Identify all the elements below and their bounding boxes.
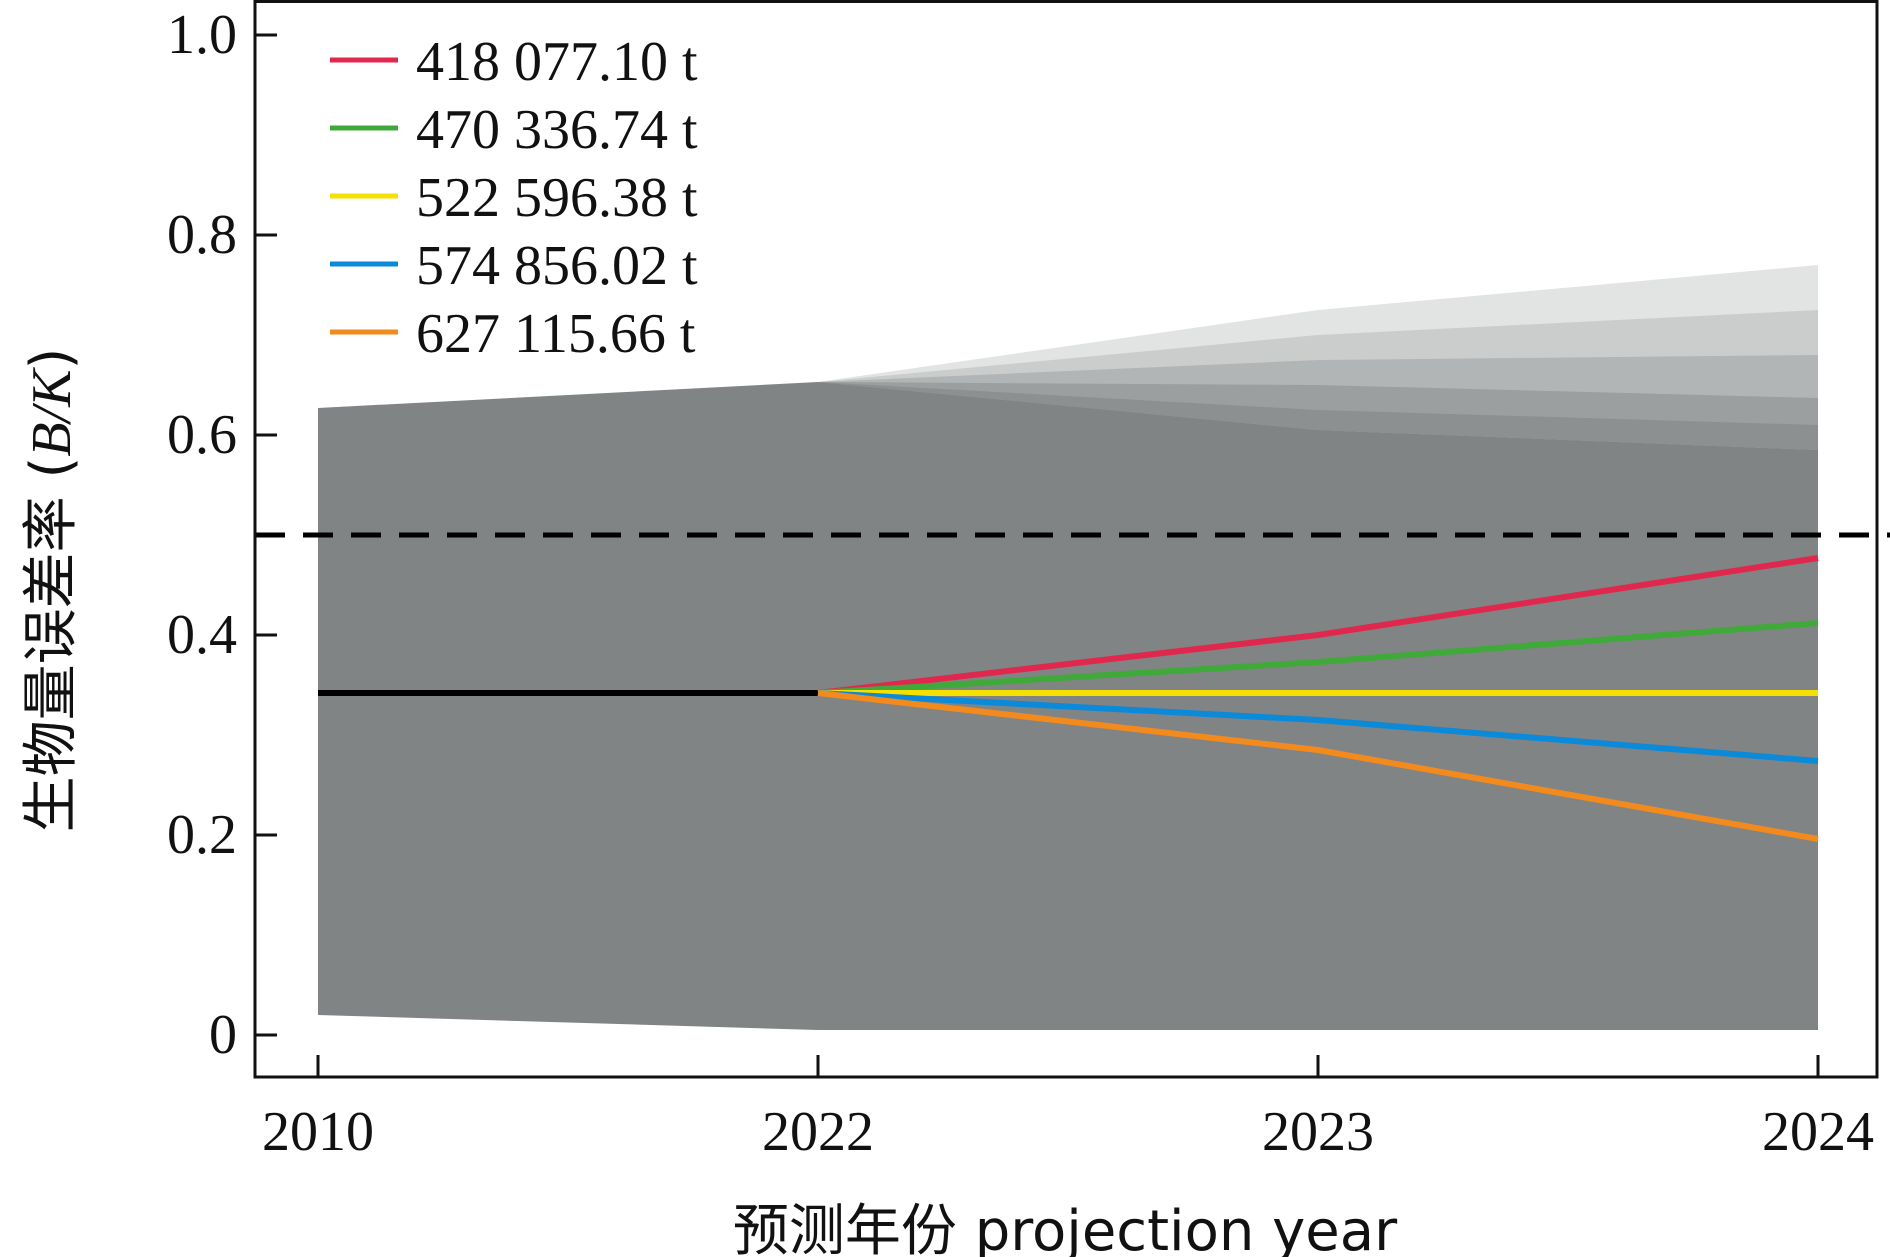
y-tick-label: 0.8 [167, 204, 237, 266]
x-tick-label: 2023 [1262, 1101, 1374, 1163]
y-tick-label: 0.2 [167, 804, 237, 866]
legend-label-1: 418 077.10 t [416, 31, 698, 93]
y-tick-label: 0 [209, 1004, 237, 1066]
plot-frame [253, 0, 1879, 1079]
y-tick-label: 0.4 [167, 604, 237, 666]
x-tick-label: 2010 [262, 1101, 374, 1163]
legend-label-3: 522 596.38 t [416, 167, 698, 229]
y-tick-label: 0.6 [167, 404, 237, 466]
legend-label-2: 470 336.74 t [416, 99, 698, 161]
series-line-2 [817, 620, 1819, 696]
y-axis-title-prefix: 生物量误差率 ( [19, 457, 84, 833]
x-tick-label: 2024 [1762, 1101, 1874, 1163]
scenario-band-5 [818, 382, 1818, 450]
y-axis-title: 生物量误差率 (B/K) [19, 348, 84, 833]
y-tick-label: 1.0 [167, 4, 237, 66]
series-line-5 [817, 690, 1819, 842]
y-axis-title-suffix: ) [19, 348, 84, 370]
uncertainty-bands [318, 265, 1818, 1030]
x-axis-title: 预测年份 projection year [733, 1199, 1398, 1257]
legend-label-5: 627 115.66 t [416, 303, 696, 365]
y-axis-title-italic: B/K [21, 367, 83, 457]
series-line-4 [817, 690, 1819, 764]
series-line-1 [817, 555, 1819, 696]
legend-label-4: 574 856.02 t [416, 235, 698, 297]
x-tick-label: 2022 [762, 1101, 874, 1163]
series-lines [318, 555, 1819, 842]
y-axis: 0 0.2 0.4 0.6 0.8 1.0 [167, 4, 277, 1066]
x-axis: 2010 2022 2023 2024 [262, 1055, 1874, 1163]
